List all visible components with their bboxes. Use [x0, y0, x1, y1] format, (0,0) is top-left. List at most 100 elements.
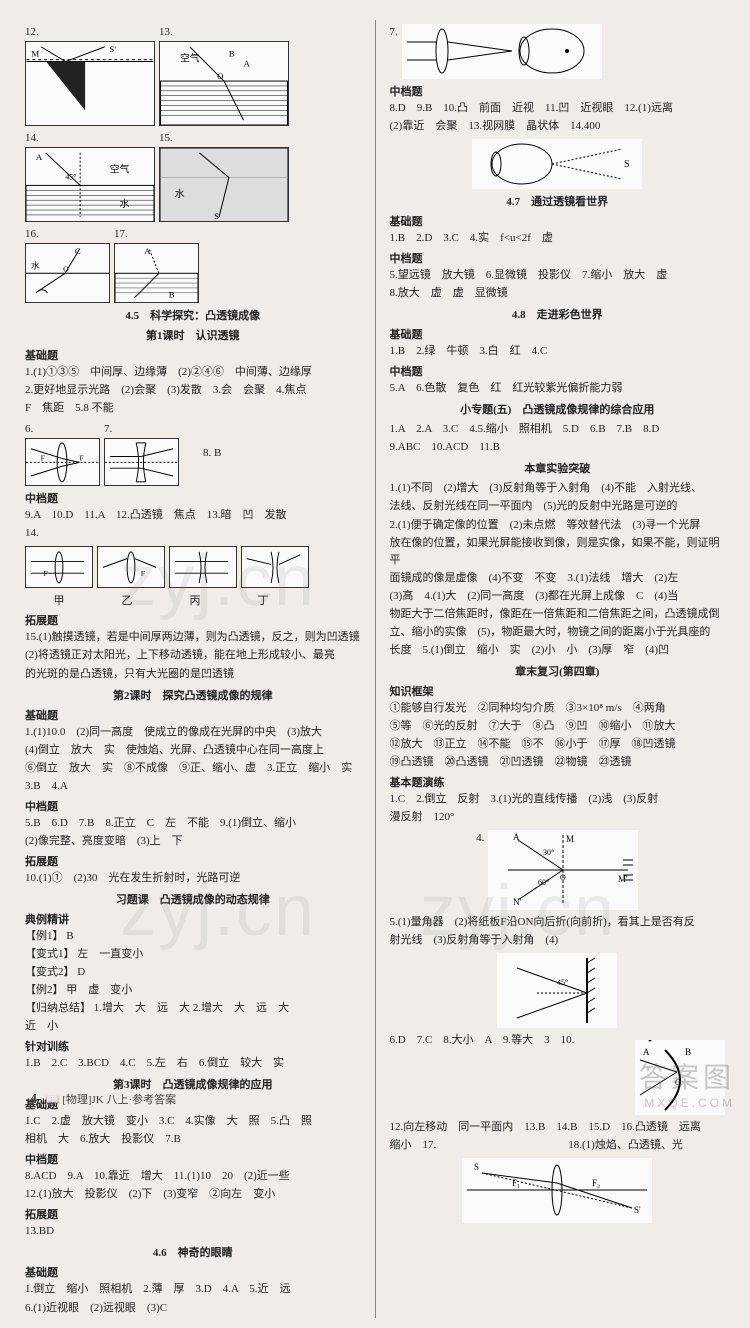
r12-l1: 12.向左移动 同一平面内 13.B 14.B 15.D 16.凸透镜 远离 [390, 1119, 726, 1136]
brand-big: 答案图 [639, 1056, 735, 1096]
svg-text:O: O [560, 873, 566, 882]
diagram-row-6-7-8: 6. FF 7. [25, 421, 361, 486]
r3-l2: 8.放大 虚 虚 显微镜 [390, 285, 726, 302]
diagram-5-box: 45° [497, 953, 617, 1028]
zd3-l2: 12.(1)放大 投影仪 (2)下 (3)变窄 ②向左 变小 [25, 1186, 361, 1203]
section-4-5-sub1: 第1课时 认识透镜 [25, 327, 361, 343]
jichu3-l1: 1.C 2.虚 放大镜 变小 3.C 4.实像 大 照 5.凸 照 [25, 1113, 361, 1130]
zhendui-label: 针对训练 [25, 1038, 361, 1054]
svg-text:S: S [474, 1162, 479, 1172]
bz-l9: 长度 5.(1)倒立 缩小 实 (2)小 小 (3)厚 窄 (4)凹 [390, 642, 726, 659]
r1-l2: (2)靠近 会聚 13.视网膜 晶状体 14.400 [390, 118, 726, 135]
zs-l2: ⑤等 ⑥光的反射 ⑦大于 ⑧凸 ⑨凹 ⑩缩小 ⑪放大 [390, 718, 726, 735]
eye-diagram-2: S [472, 139, 642, 189]
column-divider [375, 20, 376, 1318]
tz1-l1: 15.(1)触摸透镜，若是中间厚两边薄，则为凸透镜，反之，则为凹透镜 [25, 629, 361, 646]
diagram-17-num: 17. [114, 228, 128, 240]
zs-l3: ⑫放大 ⑬正立 ⑭不能 ⑮不 ⑯小于 ⑰厚 ⑱凹透镜 [390, 736, 726, 753]
svg-text:F₁: F₁ [512, 1178, 520, 1188]
zs-l4: ⑲凸透镜 ⑳凸透镜 ㉑凹透镜 ㉒物镜 ㉓透镜 [390, 754, 726, 771]
diagram-15-num: 15. [159, 132, 173, 144]
zd2-l1: 5.B 6.D 7.B 8.正立 C 左 不能 9.(1)倒立、缩小 [25, 815, 361, 832]
diagram-4-box: 30°60° MN'M'AO [488, 830, 638, 910]
zhongdang-3-label: 中档题 [25, 1151, 361, 1167]
svg-text:A: A [144, 246, 151, 256]
r7-num: 7. [390, 24, 398, 78]
label-jia: 甲 [25, 592, 93, 608]
svg-text:S': S' [110, 44, 117, 54]
jichu-2-label: 基础题 [25, 707, 361, 723]
bz-l1: 1.(1)不同 (2)增大 (3)反射角等于入射角 (4)不能 入射光线、 [390, 480, 726, 497]
refraction-45-icon: A45°空气水 [26, 148, 154, 222]
lens-yi-icon: F [98, 547, 164, 588]
diagram-15-box: 水S [159, 147, 289, 222]
r2-l1: 1.B 2.D 3.C 4.实 f<u<2f 虚 [390, 230, 726, 247]
diag-ding [241, 546, 309, 588]
diagram-17-box: AB [114, 243, 199, 303]
jichu3-l2: 相机 大 6.放大 投影仪 7.B [25, 1131, 361, 1148]
jichu2-l4: 3.B 4.A [25, 778, 361, 795]
svg-text:M: M [31, 49, 39, 59]
diagram-16: 16. C水O [25, 226, 110, 303]
svg-text:C: C [75, 246, 81, 256]
zhongdang-1-label: 中档题 [25, 490, 361, 506]
dl-l5: 【归纳总结】 1.增大 大 远 大 2.增大 大 远 大 [25, 1000, 361, 1017]
dl-l1: 【例1】 B [25, 928, 361, 945]
jichu1-l2: 2.更好地显示光路 (2)会聚 (3)发散 3.会 会聚 4.焦点 [25, 382, 361, 399]
right-column: 7. 中档题 8.D 9.B 10.凸 前面 近视 11.凹 近视眼 12.(1… [390, 20, 726, 1318]
ray-ab-icon: AB [115, 244, 198, 303]
r5q-l1: 5.(1)量角器 (2)将纸板F沿ON向后折(向前折)，看其上是否有反 [390, 914, 726, 931]
svg-text:F: F [41, 453, 46, 462]
section-4-6-title: 4.6 神奇的眼睛 [25, 1244, 361, 1260]
svg-text:B: B [229, 49, 235, 59]
jichu2-l3: ⑥倒立 放大 实 ⑧不成像 ⑨正、缩小、虚 3.正立 缩小 实 [25, 760, 361, 777]
left-column: 12. MS' 13. 空气BA [25, 20, 361, 1318]
svg-text:水: 水 [31, 259, 40, 270]
zhongdang-r1-label: 中档题 [390, 83, 726, 99]
bz-l8: 立、缩小的实像 (5)，物距最大时，物镜之间的距离小于光具座的 [390, 624, 726, 641]
jb-l2: 漫反射 120° [390, 809, 726, 826]
page-footer: 4 📖 [物理]JK 八上·参考答案 [30, 1091, 176, 1108]
svg-text:F: F [141, 569, 146, 578]
svg-text:45°: 45° [557, 978, 568, 987]
diag-bing [169, 546, 237, 588]
tuozhan-2-label: 拓展题 [25, 853, 361, 869]
bz-l3: 2.(1)便于确定像的位置 (2)未点燃 等效替代法 (3)寻一个光屏 [390, 517, 726, 534]
zhongdang-r3-label: 中档题 [390, 363, 726, 379]
section-4-8-title: 4.8 走进彩色世界 [390, 306, 726, 322]
diagram-16-num: 16. [25, 228, 39, 240]
diagram-12-num: 12. [25, 26, 39, 38]
r5-l1: 5.A 6.色散 复色 红 红光较紫光偏折能力弱 [390, 380, 726, 397]
label-ding: 丁 [229, 592, 297, 608]
svg-text:空气: 空气 [110, 162, 130, 175]
bz-l5: 面镜成的像是虚像 (4)不变 不变 3.(1)法线 增大 (2)左 [390, 570, 726, 587]
jichu4-l2: 6.(1)近视眼 (2)远视眼 (3)C [25, 1300, 361, 1317]
svg-text:F: F [80, 453, 85, 462]
svg-text:F: F [43, 569, 48, 578]
diagram-7-eye: 7. [390, 24, 726, 79]
lens-eye-icon [402, 24, 602, 79]
svg-text:45°: 45° [65, 172, 76, 181]
jichu1-l3: F 焦距 5.8 不能 [25, 400, 361, 417]
section-4-5-sub2: 第2课时 探究凸透镜成像的规律 [25, 687, 361, 703]
zhongdang-2-label: 中档题 [25, 798, 361, 814]
footer-icon: 📖 [46, 1094, 60, 1106]
diagram-17: 17. AB [114, 226, 199, 303]
corner-brand: 答案图 MXQE.COM [639, 1056, 735, 1110]
r4-l1: 1.B 2.绿 牛顿 3.白 红 4.C [390, 343, 726, 360]
jichu2-l2: (4)倒立 放大 实 使烛焰、光屏、凸透镜中心在同一高度上 [25, 742, 361, 759]
tz2-l1: 10.(1)① (2)30 光在发生折射时，光路可逆 [25, 870, 361, 887]
svg-text:S': S' [634, 1205, 641, 1215]
eye-s-icon: S [472, 139, 642, 189]
diag4-num: 4. [476, 830, 484, 909]
bz-l4: 放在像的位置，如果光屏能接收到像，则是实像，如果不能，则证明平 [390, 535, 726, 569]
xiaozhuanti-title: 小专题(五) 凸透镜成像规律的综合应用 [390, 401, 726, 417]
page-columns: 12. MS' 13. 空气BA [0, 0, 750, 1328]
label-bing: 丙 [161, 592, 229, 608]
tz1-l3: 的光斑的是凸透镜，只有大光圈的是凹透镜 [25, 666, 361, 683]
diagram-row-12-13: 12. MS' 13. 空气BA [25, 24, 361, 126]
convex-lens-icon: FF [26, 439, 99, 486]
jichu2-l1: 1.(1)10.0 (2)同一高度 使成立的像成在光屏的中央 (3)放大 [25, 724, 361, 741]
diag6-box: FF [25, 438, 100, 486]
jichu-1-label: 基础题 [25, 347, 361, 363]
